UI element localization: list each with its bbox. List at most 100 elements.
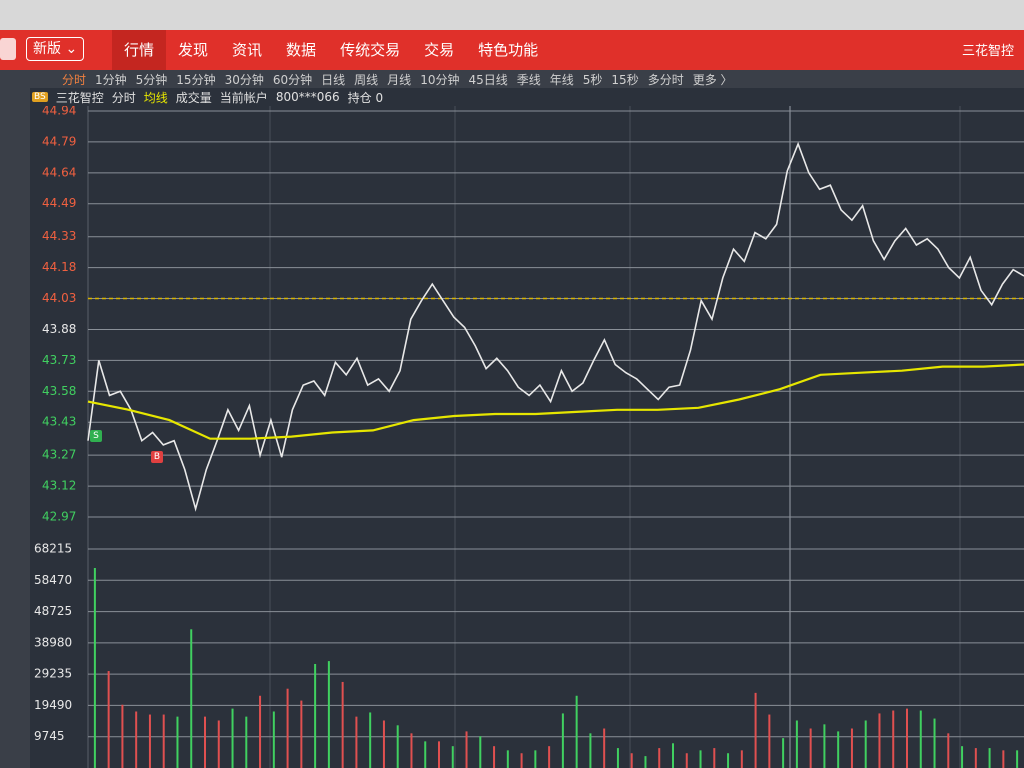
y-tick-label: 43.58 <box>42 384 76 398</box>
chart: 44.94 44.79 44.64 44.49 44.33 44.18 44.03 43.88… <box>34 106 1024 768</box>
volume-bar <box>616 748 619 768</box>
volume-bar <box>135 711 138 768</box>
volume-bar <box>644 756 647 768</box>
position: 持仓 0 <box>347 90 384 105</box>
period-tab[interactable]: 多分时 <box>647 72 684 87</box>
period-tab[interactable]: 30分钟 <box>224 72 264 87</box>
volume-bar <box>878 713 881 768</box>
y-tick-label: 42.97 <box>42 510 76 524</box>
period-tab[interactable]: 日线 <box>321 72 346 87</box>
volume-bar <box>148 714 151 768</box>
volume-bar <box>396 725 399 768</box>
y-tick-label: 43.43 <box>42 415 76 429</box>
volume-bar <box>520 753 523 768</box>
period-tab[interactable]: 1分钟 <box>95 72 127 87</box>
volume-bar <box>190 629 193 768</box>
y-tick-label: 44.64 <box>42 165 76 179</box>
volume-bar <box>107 671 110 768</box>
nav-tab[interactable]: 发现 <box>178 41 209 59</box>
volume-bar <box>892 710 895 768</box>
y-tick-label: 44.49 <box>42 196 76 210</box>
nav-tab[interactable]: 交易 <box>424 41 455 59</box>
screen-bezel <box>0 0 1024 30</box>
volume-bar <box>410 733 413 768</box>
volume-bar <box>506 750 509 768</box>
volume-bar <box>768 714 771 768</box>
volume-bar <box>809 728 812 768</box>
volume-bar <box>961 746 964 768</box>
y-tick-label: 43.12 <box>42 479 76 493</box>
period-tab[interactable]: 年线 <box>549 72 574 87</box>
nav-tab[interactable]: 传统交易 <box>340 41 401 59</box>
volume-bar <box>850 728 853 768</box>
volume-bar <box>121 704 124 768</box>
volume-bar <box>1002 750 1005 768</box>
sell-marker: S <box>90 430 102 442</box>
volume-bar <box>369 712 372 768</box>
side-panel <box>0 88 30 768</box>
volume-bar <box>974 748 977 768</box>
volume-bar <box>231 708 234 768</box>
volume-bar <box>672 743 674 768</box>
volume-bar <box>176 716 179 768</box>
series-label[interactable]: 成交量 <box>175 90 212 105</box>
y-tick-label: 44.79 <box>42 134 76 148</box>
volume-bar <box>479 736 482 768</box>
period-tab[interactable]: 周线 <box>354 72 379 87</box>
version-button[interactable]: 新版 ⌄ <box>26 37 85 61</box>
logo <box>0 38 16 60</box>
nav-bar: 新版 ⌄ 行情 发现 资讯 数据 传统交易 交易 特色功能 三花智控 <box>0 30 1024 70</box>
y-tick-label: 29235 <box>34 667 72 681</box>
volume-bar <box>603 728 606 768</box>
volume-bar <box>795 720 798 768</box>
period-tab[interactable]: 分时 <box>62 72 87 87</box>
volume-bar <box>451 746 454 768</box>
volume-bar <box>589 733 592 768</box>
volume-bar <box>327 661 330 768</box>
volume-bar <box>493 746 496 768</box>
period-tab[interactable]: 季线 <box>516 72 541 87</box>
period-tab[interactable]: 5秒 <box>582 72 603 87</box>
period-tab[interactable]: 10分钟 <box>420 72 460 87</box>
period-tab[interactable]: 5分钟 <box>135 72 168 87</box>
y-tick-label: 44.33 <box>42 229 76 243</box>
nav-tab[interactable]: 行情 <box>112 30 167 70</box>
stock: 三花智控 <box>55 90 104 105</box>
nav-tab[interactable]: 数据 <box>286 41 317 59</box>
volume-bar <box>93 567 96 768</box>
series-label[interactable]: 分时 <box>111 90 136 105</box>
period-tab[interactable]: 15分钟 <box>176 72 216 87</box>
period-tab[interactable]: 60分钟 <box>272 72 313 87</box>
volume-bar <box>438 741 440 768</box>
volume-bar <box>906 708 908 768</box>
volume-bar <box>272 711 275 768</box>
price-line <box>87 141 1024 512</box>
period-tab[interactable]: 更多 〉 <box>692 72 733 87</box>
volume-bar <box>548 746 551 768</box>
volume-bar <box>204 716 206 768</box>
account-label: 当前帐户 <box>219 90 268 105</box>
y-tick-label: 19490 <box>34 698 72 712</box>
volume-bar <box>355 716 358 768</box>
volume-bar <box>740 750 743 768</box>
volume-bar <box>561 713 564 768</box>
volume-bar <box>754 692 757 768</box>
volume-bar <box>286 688 289 768</box>
volume-bar <box>341 681 344 768</box>
period-toolbar: 分时 1分钟 5分钟 15分钟 30分钟 60分钟 日线 周线 月线 10分钟 45日线 季线 年线 5秒… <box>0 70 1024 88</box>
volume-bar <box>259 695 262 768</box>
nav-tab[interactable]: 特色功能 <box>478 41 539 59</box>
volume-bar <box>658 748 661 768</box>
period-tab[interactable]: 45日线 <box>468 72 508 87</box>
y-tick-label: 68215 <box>34 542 72 556</box>
account: 800***066 <box>275 90 340 104</box>
period-tab[interactable]: 15秒 <box>611 72 639 87</box>
y-tick-label: 43.88 <box>42 322 76 336</box>
bs-badge[interactable]: BS <box>32 92 48 102</box>
y-tick-label: 44.94 <box>42 106 76 118</box>
y-tick-label: 44.18 <box>42 260 76 274</box>
series-label[interactable]: 均线 <box>143 90 168 105</box>
nav-tab[interactable]: 资讯 <box>232 41 263 59</box>
period-tab[interactable]: 月线 <box>387 72 412 87</box>
volume-bar <box>713 748 716 768</box>
